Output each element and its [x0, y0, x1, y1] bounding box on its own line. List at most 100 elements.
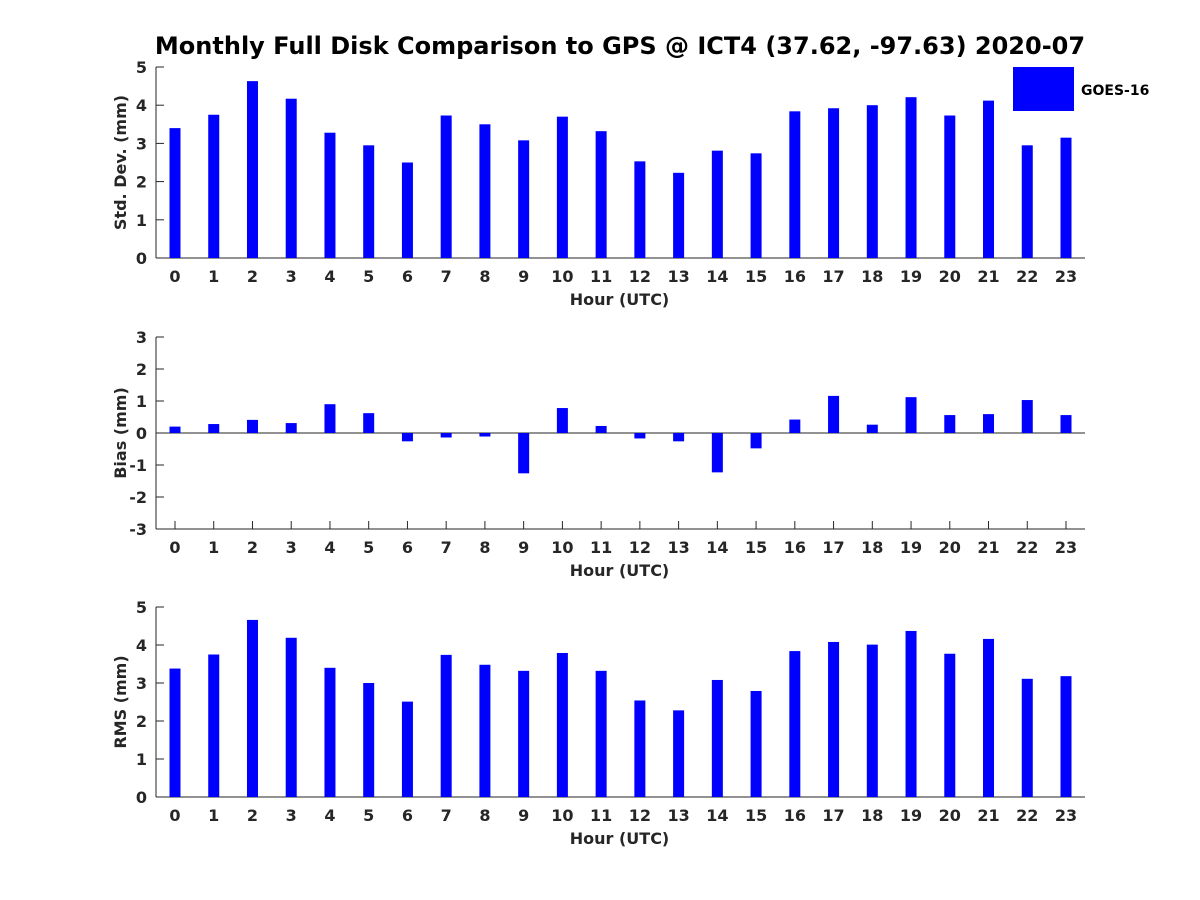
- std-dev-bar-hour-3: [285, 98, 297, 259]
- std-dev-x-tick-label: 10: [551, 267, 573, 286]
- rms-bar-hour-21: [983, 638, 995, 797]
- rms-x-tick-label: 4: [324, 806, 335, 825]
- std-dev-x-tick-label: 20: [939, 267, 961, 286]
- bias-bar-hour-0: [169, 426, 181, 433]
- std-dev-x-tick-label: 4: [324, 267, 335, 286]
- std-dev-x-tick-label: 5: [363, 267, 374, 286]
- bias-x-tick-label: 5: [363, 538, 374, 557]
- rms-bar-hour-19: [905, 630, 917, 797]
- std-dev-bar-hour-10: [556, 116, 568, 258]
- bias-bar-hour-8: [479, 433, 491, 437]
- bias-x-tick-label: 23: [1055, 538, 1077, 557]
- rms-bar-hour-12: [634, 700, 646, 797]
- rms-bar-hour-10: [556, 652, 568, 797]
- bias-x-tick-label: 13: [667, 538, 689, 557]
- rms-bar-hour-6: [401, 701, 413, 797]
- std-dev-bar-hour-16: [789, 111, 801, 258]
- rms-y-tick-label: 2: [136, 712, 147, 731]
- std-dev-x-tick-label: 16: [784, 267, 806, 286]
- bias-y-axis-label: Bias (mm): [111, 387, 130, 479]
- bias-bar-hour-1: [208, 424, 220, 433]
- bias-bar-hour-11: [595, 425, 607, 433]
- rms-x-tick-label: 21: [977, 806, 999, 825]
- rms-x-axis-label: Hour (UTC): [570, 829, 670, 848]
- rms-bar-hour-18: [866, 644, 878, 797]
- std-dev-y-tick-label: 2: [136, 173, 147, 192]
- rms-bar-hour-23: [1060, 676, 1072, 797]
- rms-x-tick-label: 20: [939, 806, 961, 825]
- bias-bar-hour-21: [983, 414, 995, 433]
- bias-bar-hour-4: [324, 404, 336, 433]
- rms-bar-hour-16: [789, 651, 801, 797]
- bias-x-axis-label: Hour (UTC): [570, 561, 670, 580]
- bias-x-tick-label: 14: [706, 538, 728, 557]
- bias-bar-hour-13: [673, 433, 685, 442]
- rms-bar-hour-7: [440, 654, 452, 797]
- std-dev-x-axis-label: Hour (UTC): [570, 290, 670, 309]
- std-dev-bar-hour-9: [518, 140, 530, 258]
- bias-x-tick-label: 22: [1016, 538, 1038, 557]
- rms-x-tick-label: 22: [1016, 806, 1038, 825]
- bias-x-tick-label: 2: [247, 538, 258, 557]
- std-dev-x-tick-label: 19: [900, 267, 922, 286]
- rms-x-tick-label: 7: [441, 806, 452, 825]
- std-dev-bar-hour-14: [711, 150, 723, 258]
- std-dev-x-tick-label: 15: [745, 267, 767, 286]
- bias-x-tick-label: 11: [590, 538, 612, 557]
- std-dev-bar-hour-4: [324, 132, 336, 258]
- rms-bar-hour-17: [828, 641, 840, 797]
- rms-bar-hour-1: [208, 654, 220, 797]
- rms-y-tick-label: 1: [136, 750, 147, 769]
- std-dev-x-tick-label: 6: [402, 267, 413, 286]
- std-dev-bar-hour-13: [673, 172, 685, 258]
- bias-bar-hour-19: [905, 397, 917, 433]
- std-dev-x-tick-label: 9: [518, 267, 529, 286]
- bias-bar-hour-20: [944, 415, 956, 433]
- rms-x-tick-label: 23: [1055, 806, 1077, 825]
- rms-bar-hour-9: [518, 670, 530, 797]
- chart-title: Monthly Full Disk Comparison to GPS @ IC…: [155, 32, 1085, 60]
- std-dev-bar-hour-1: [208, 114, 220, 258]
- rms-bar-hour-15: [750, 690, 762, 797]
- std-dev-y-axis-label: Std. Dev. (mm): [111, 95, 130, 230]
- std-dev-bar-hour-6: [401, 162, 413, 258]
- rms-x-tick-label: 3: [286, 806, 297, 825]
- std-dev-y-tick-label: 1: [136, 211, 147, 230]
- std-dev-bar-hour-7: [440, 115, 452, 258]
- bias-x-tick-label: 4: [324, 538, 335, 557]
- std-dev-bar-hour-20: [944, 115, 956, 258]
- std-dev-x-tick-label: 1: [208, 267, 219, 286]
- bias-y-tick-label: -2: [129, 488, 147, 507]
- rms-x-tick-label: 18: [861, 806, 883, 825]
- bias-bar-hour-3: [285, 423, 297, 433]
- std-dev-x-tick-label: 23: [1055, 267, 1077, 286]
- std-dev-bar-hour-8: [479, 124, 491, 258]
- bias-x-tick-label: 0: [169, 538, 180, 557]
- std-dev-x-tick-label: 21: [977, 267, 999, 286]
- bias-bar-hour-22: [1021, 400, 1033, 433]
- rms-x-tick-label: 14: [706, 806, 728, 825]
- rms-x-tick-label: 1: [208, 806, 219, 825]
- legend: GOES-16: [1013, 67, 1149, 111]
- rms-x-tick-label: 5: [363, 806, 374, 825]
- std-dev-bar-hour-22: [1021, 145, 1033, 258]
- rms-bar-hour-20: [944, 653, 956, 797]
- bias-bar-hour-16: [789, 419, 801, 433]
- rms-bar-hour-22: [1021, 678, 1033, 797]
- rms-x-tick-label: 19: [900, 806, 922, 825]
- rms-bar-hour-8: [479, 664, 491, 797]
- rms-x-tick-label: 2: [247, 806, 258, 825]
- std-dev-bar-hour-12: [634, 161, 646, 258]
- rms-x-tick-label: 16: [784, 806, 806, 825]
- bias-bar-hour-6: [401, 433, 413, 442]
- std-dev-x-tick-label: 3: [286, 267, 297, 286]
- rms-bar-hour-4: [324, 667, 336, 797]
- std-dev-bar-hour-17: [828, 108, 840, 258]
- bias-bar-hour-23: [1060, 415, 1072, 433]
- std-dev-x-tick-label: 18: [861, 267, 883, 286]
- std-dev-y-tick-label: 5: [136, 58, 147, 77]
- std-dev-bar-hour-2: [246, 81, 258, 258]
